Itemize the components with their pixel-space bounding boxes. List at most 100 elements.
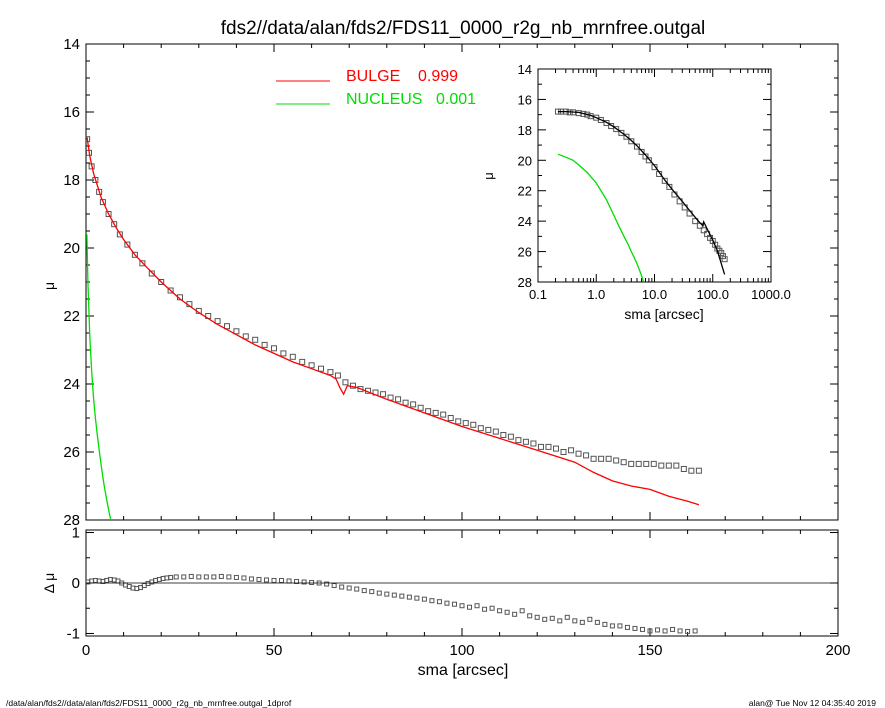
data-point [603,120,610,127]
data-point [131,251,138,258]
data-point [575,450,582,457]
inset-background [538,69,771,282]
data-point [399,593,405,599]
data-point [218,573,224,579]
x-tick-label: 1.0 [587,287,605,302]
data-point [414,595,420,601]
data-point [226,574,232,580]
data-point [534,614,540,620]
data-point [252,336,259,343]
legend-label-bulge: BULGE [346,68,400,85]
data-point [391,592,397,598]
data-point [721,256,728,263]
chart-title: fds2//data/alan/fds2/FDS11_0000_r2g_nb_m… [221,18,705,39]
legend-label-nucleus: NUCLEUS [346,91,422,108]
series-clip-group [554,108,728,282]
y-tick-label: 14 [518,62,532,77]
data-point [560,449,567,455]
data-point [633,143,640,150]
data-point [497,608,503,614]
data-point [700,227,707,234]
data-point [489,605,495,611]
data-point [111,221,118,228]
data-point [639,626,645,632]
y-tick-label: 28 [63,512,80,529]
data-point [214,318,221,325]
inset-series [554,108,728,282]
data-point [357,386,364,393]
data-point [271,345,277,352]
legend-value-nucleus: 0.001 [436,91,476,108]
data-point [500,432,507,438]
data-point [384,591,390,597]
residual-ticks: 10-10 50 100 150 200 [67,525,851,659]
data-point [545,443,552,450]
data-point [196,574,202,580]
x-tick-label: 0 [82,642,90,659]
y-tick-label: 24 [518,214,532,229]
data-point [638,148,645,155]
data-point [553,445,559,452]
data-point [613,457,620,464]
data-point [167,287,174,294]
data-point [650,460,657,467]
y-tick-label: 20 [63,240,80,257]
data-point [677,628,683,634]
data-point [331,583,337,589]
data-point [105,211,112,217]
x-axis-label: sma [arcsec] [418,662,509,679]
data-point [124,241,131,248]
series-line-nucleus [557,153,645,282]
data-point [309,579,315,585]
data-point [628,138,635,145]
data-point [519,608,525,614]
data-point [666,183,673,190]
data-point [695,467,702,474]
y-tick-label: 14 [63,36,80,53]
residual-y-axis-label: Δ μ [41,573,57,594]
data-point [402,399,409,406]
data-point [642,153,649,160]
data-point [613,126,620,133]
data-point [515,437,522,444]
data-point [623,133,630,140]
data-point [447,415,454,421]
data-point [148,270,155,277]
y-tick-label: 0 [72,575,80,592]
data-point [271,577,277,583]
data-point [380,391,387,398]
x-tick-label: 100 [449,642,474,659]
data-point [557,618,563,624]
x-tick-label: 50 [266,642,283,659]
data-point [522,438,529,445]
data-point [564,614,570,620]
data-point [609,623,615,629]
data-point [354,586,360,592]
data-point [492,428,499,435]
footer-right: alan@ Tue Nov 12 04:35:40 2019 [749,698,877,708]
data-point [605,455,612,462]
data-point [334,372,341,379]
data-point [618,129,625,136]
data-point [256,576,262,582]
data-point [301,579,307,585]
data-point [406,594,412,600]
data-point [308,362,315,369]
residual-series [86,573,838,634]
y-tick-label: 20 [518,153,532,168]
data-point [590,455,597,462]
data-point [432,409,439,416]
footer-left: /data/alan/fds2//data/alan/fds2/FDS11_00… [6,698,292,708]
data-point [342,379,349,386]
data-point [116,231,123,238]
data-point [628,460,635,467]
data-point [444,600,450,606]
data-point [635,460,642,467]
y-tick-label: 28 [518,275,532,290]
data-point [395,396,402,403]
inset-y-axis-label: μ [481,172,496,180]
data-point [568,447,575,454]
data-point [512,611,518,617]
data-point [99,199,106,206]
data-point [299,358,306,365]
